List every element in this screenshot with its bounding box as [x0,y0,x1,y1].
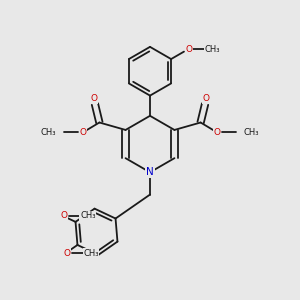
Text: O: O [185,45,192,54]
Text: O: O [80,128,86,136]
Text: N: N [146,167,154,177]
Text: O: O [91,94,98,103]
Text: CH₃: CH₃ [80,211,96,220]
Text: O: O [64,249,71,258]
Text: O: O [214,128,220,136]
Text: CH₃: CH₃ [244,128,259,136]
Text: O: O [61,211,68,220]
Text: O: O [202,94,209,103]
Text: CH₃: CH₃ [83,249,99,258]
Text: CH₃: CH₃ [41,128,56,136]
Text: CH₃: CH₃ [205,45,220,54]
